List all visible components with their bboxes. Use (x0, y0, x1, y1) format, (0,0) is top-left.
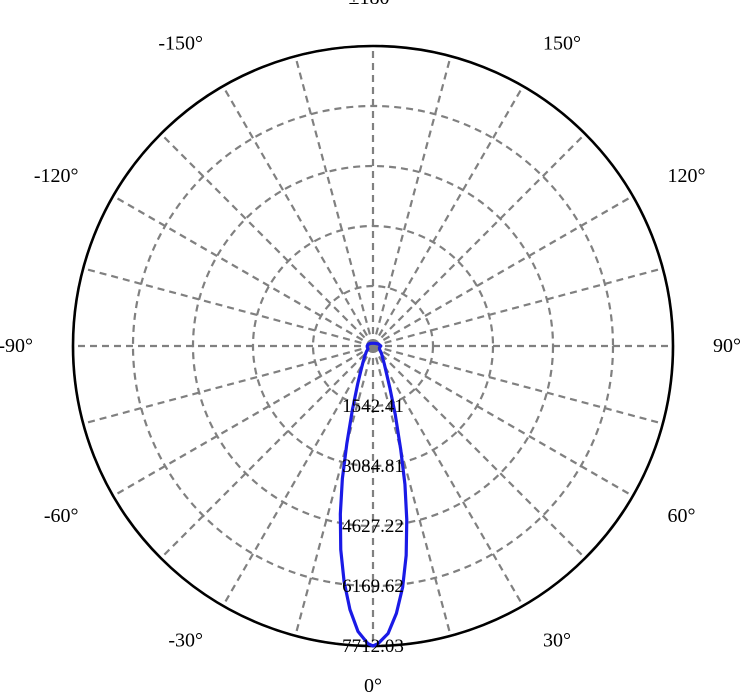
angle-label: 0° (364, 675, 382, 692)
angle-label: ±180° (349, 0, 398, 9)
radial-label: 6169.62 (342, 576, 404, 597)
angle-label: -90° (0, 335, 33, 357)
radial-label: 1542.41 (342, 396, 404, 417)
radial-label: 3084.81 (342, 456, 404, 477)
angle-label: 30° (543, 629, 571, 651)
angle-label: 60° (667, 505, 695, 527)
angle-label: -60° (44, 505, 79, 527)
angle-label: 90° (713, 335, 741, 357)
radial-label: 7712.03 (342, 636, 404, 657)
angle-label: -30° (168, 629, 203, 651)
angle-label: -150° (158, 33, 203, 55)
angle-label: 120° (667, 165, 705, 187)
angle-label: -120° (34, 165, 79, 187)
polar-chart: 0° 30° 60° 90° 120° 150° ±180° -150° -120° -90° -6… (0, 0, 746, 692)
radial-label: 4627.22 (342, 516, 404, 537)
angle-label: 150° (543, 33, 581, 55)
